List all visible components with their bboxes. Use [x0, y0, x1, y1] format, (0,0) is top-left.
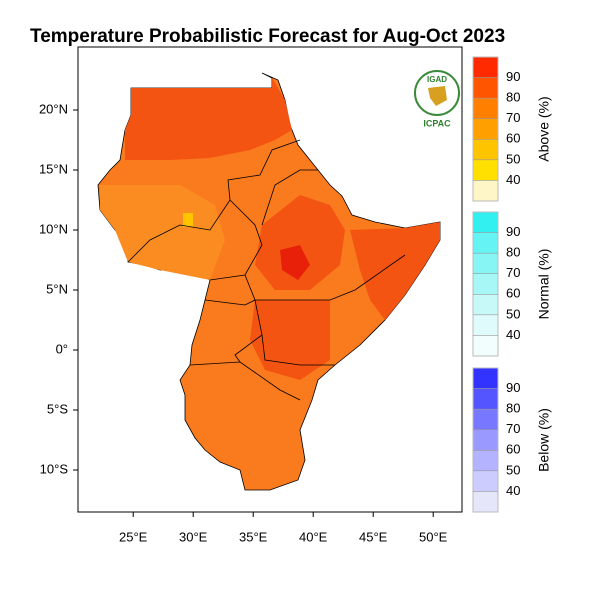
colorbar-tick-label: 40 — [506, 327, 520, 342]
colorbar-swatch — [473, 429, 498, 451]
colorbar-swatch — [473, 98, 498, 119]
darker-area — [250, 300, 330, 380]
colorbar-swatch — [473, 159, 498, 181]
darker-area — [255, 195, 345, 290]
colorbar-frame — [472, 367, 499, 513]
y-tick-label: 5°S — [47, 401, 68, 416]
colorbar-swatch — [473, 450, 498, 471]
colorbar-swatch — [473, 409, 498, 430]
colorbar-tick-label: 40 — [506, 483, 520, 498]
logo-text: ICPAC — [423, 118, 451, 128]
colorbar-swatch — [473, 273, 498, 295]
x-tick-label: 50°E — [419, 529, 448, 544]
colorbar-tick-label: 50 — [506, 151, 520, 166]
yellow-patch — [183, 213, 193, 227]
red-patch — [280, 245, 310, 280]
borders — [127, 139, 406, 401]
x-tick-label: 45°E — [359, 529, 388, 544]
colorbar-swatch — [473, 470, 498, 492]
colorbar-tick-label: 50 — [506, 306, 520, 321]
colorbar-frame — [472, 211, 499, 357]
colorbar-swatch — [473, 212, 498, 233]
colorbar-swatch — [473, 253, 498, 274]
colorbar-swatch — [473, 294, 498, 315]
colorbar-tick-label: 40 — [506, 172, 520, 187]
y-tick-label: 20°N — [39, 101, 68, 116]
colorbar-tick-label: 90 — [506, 380, 520, 395]
y-tick-label: 10°N — [39, 221, 68, 236]
logo: IGAD ICPAC — [414, 70, 460, 128]
colorbar-tick-label: 80 — [506, 90, 520, 105]
title: Temperature Probabilistic Forecast for A… — [30, 26, 505, 47]
darker-area — [350, 222, 440, 320]
colorbar-swatch — [473, 77, 498, 99]
y-tick-label: 0° — [56, 341, 68, 356]
colorbar-swatch — [473, 388, 498, 410]
colorbar-frame — [472, 56, 499, 202]
y-tick-label: 15°N — [39, 161, 68, 176]
colorbar-tick-label: 70 — [506, 265, 520, 280]
x-tick-label: 40°E — [299, 529, 328, 544]
logo-text: IGAD — [427, 75, 447, 84]
colorbar-title: Above (%) — [536, 96, 552, 161]
colorbar-swatch — [473, 118, 498, 140]
colorbar-tick-label: 60 — [506, 131, 520, 146]
colorbar-tick-label: 80 — [506, 401, 520, 416]
lighter-area — [100, 185, 225, 280]
colorbar-tick-label: 80 — [506, 245, 520, 260]
x-tick-label: 30°E — [179, 529, 208, 544]
colorbar-swatch — [473, 335, 498, 356]
y-tick-label: 5°N — [46, 281, 68, 296]
colorbar-swatch — [473, 180, 498, 201]
colorbar-swatch — [473, 491, 498, 512]
colorbar-swatch — [473, 314, 498, 336]
map-region — [97, 72, 441, 491]
colorbar-tick-label: 60 — [506, 286, 520, 301]
colorbar-tick-label: 90 — [506, 224, 520, 239]
colorbar-tick-label: 70 — [506, 421, 520, 436]
colorbar-tick-label: 90 — [506, 69, 520, 84]
y-tick-label: 10°S — [40, 461, 69, 476]
x-tick-label: 25°E — [119, 529, 148, 544]
colorbar-tick-label: 70 — [506, 110, 520, 125]
darker-area — [125, 78, 292, 160]
colorbar-title: Normal (%) — [536, 249, 552, 320]
x-tick-label: 35°E — [239, 529, 268, 544]
colorbar-tick-label: 60 — [506, 442, 520, 457]
colorbar-swatch — [473, 57, 498, 78]
colorbar-tick-label: 50 — [506, 462, 520, 477]
colorbar-swatch — [473, 232, 498, 254]
colorbar-title: Below (%) — [536, 408, 552, 472]
logo-map — [428, 86, 447, 106]
colorbar-swatch — [473, 368, 498, 389]
colorbar-swatch — [473, 139, 498, 160]
